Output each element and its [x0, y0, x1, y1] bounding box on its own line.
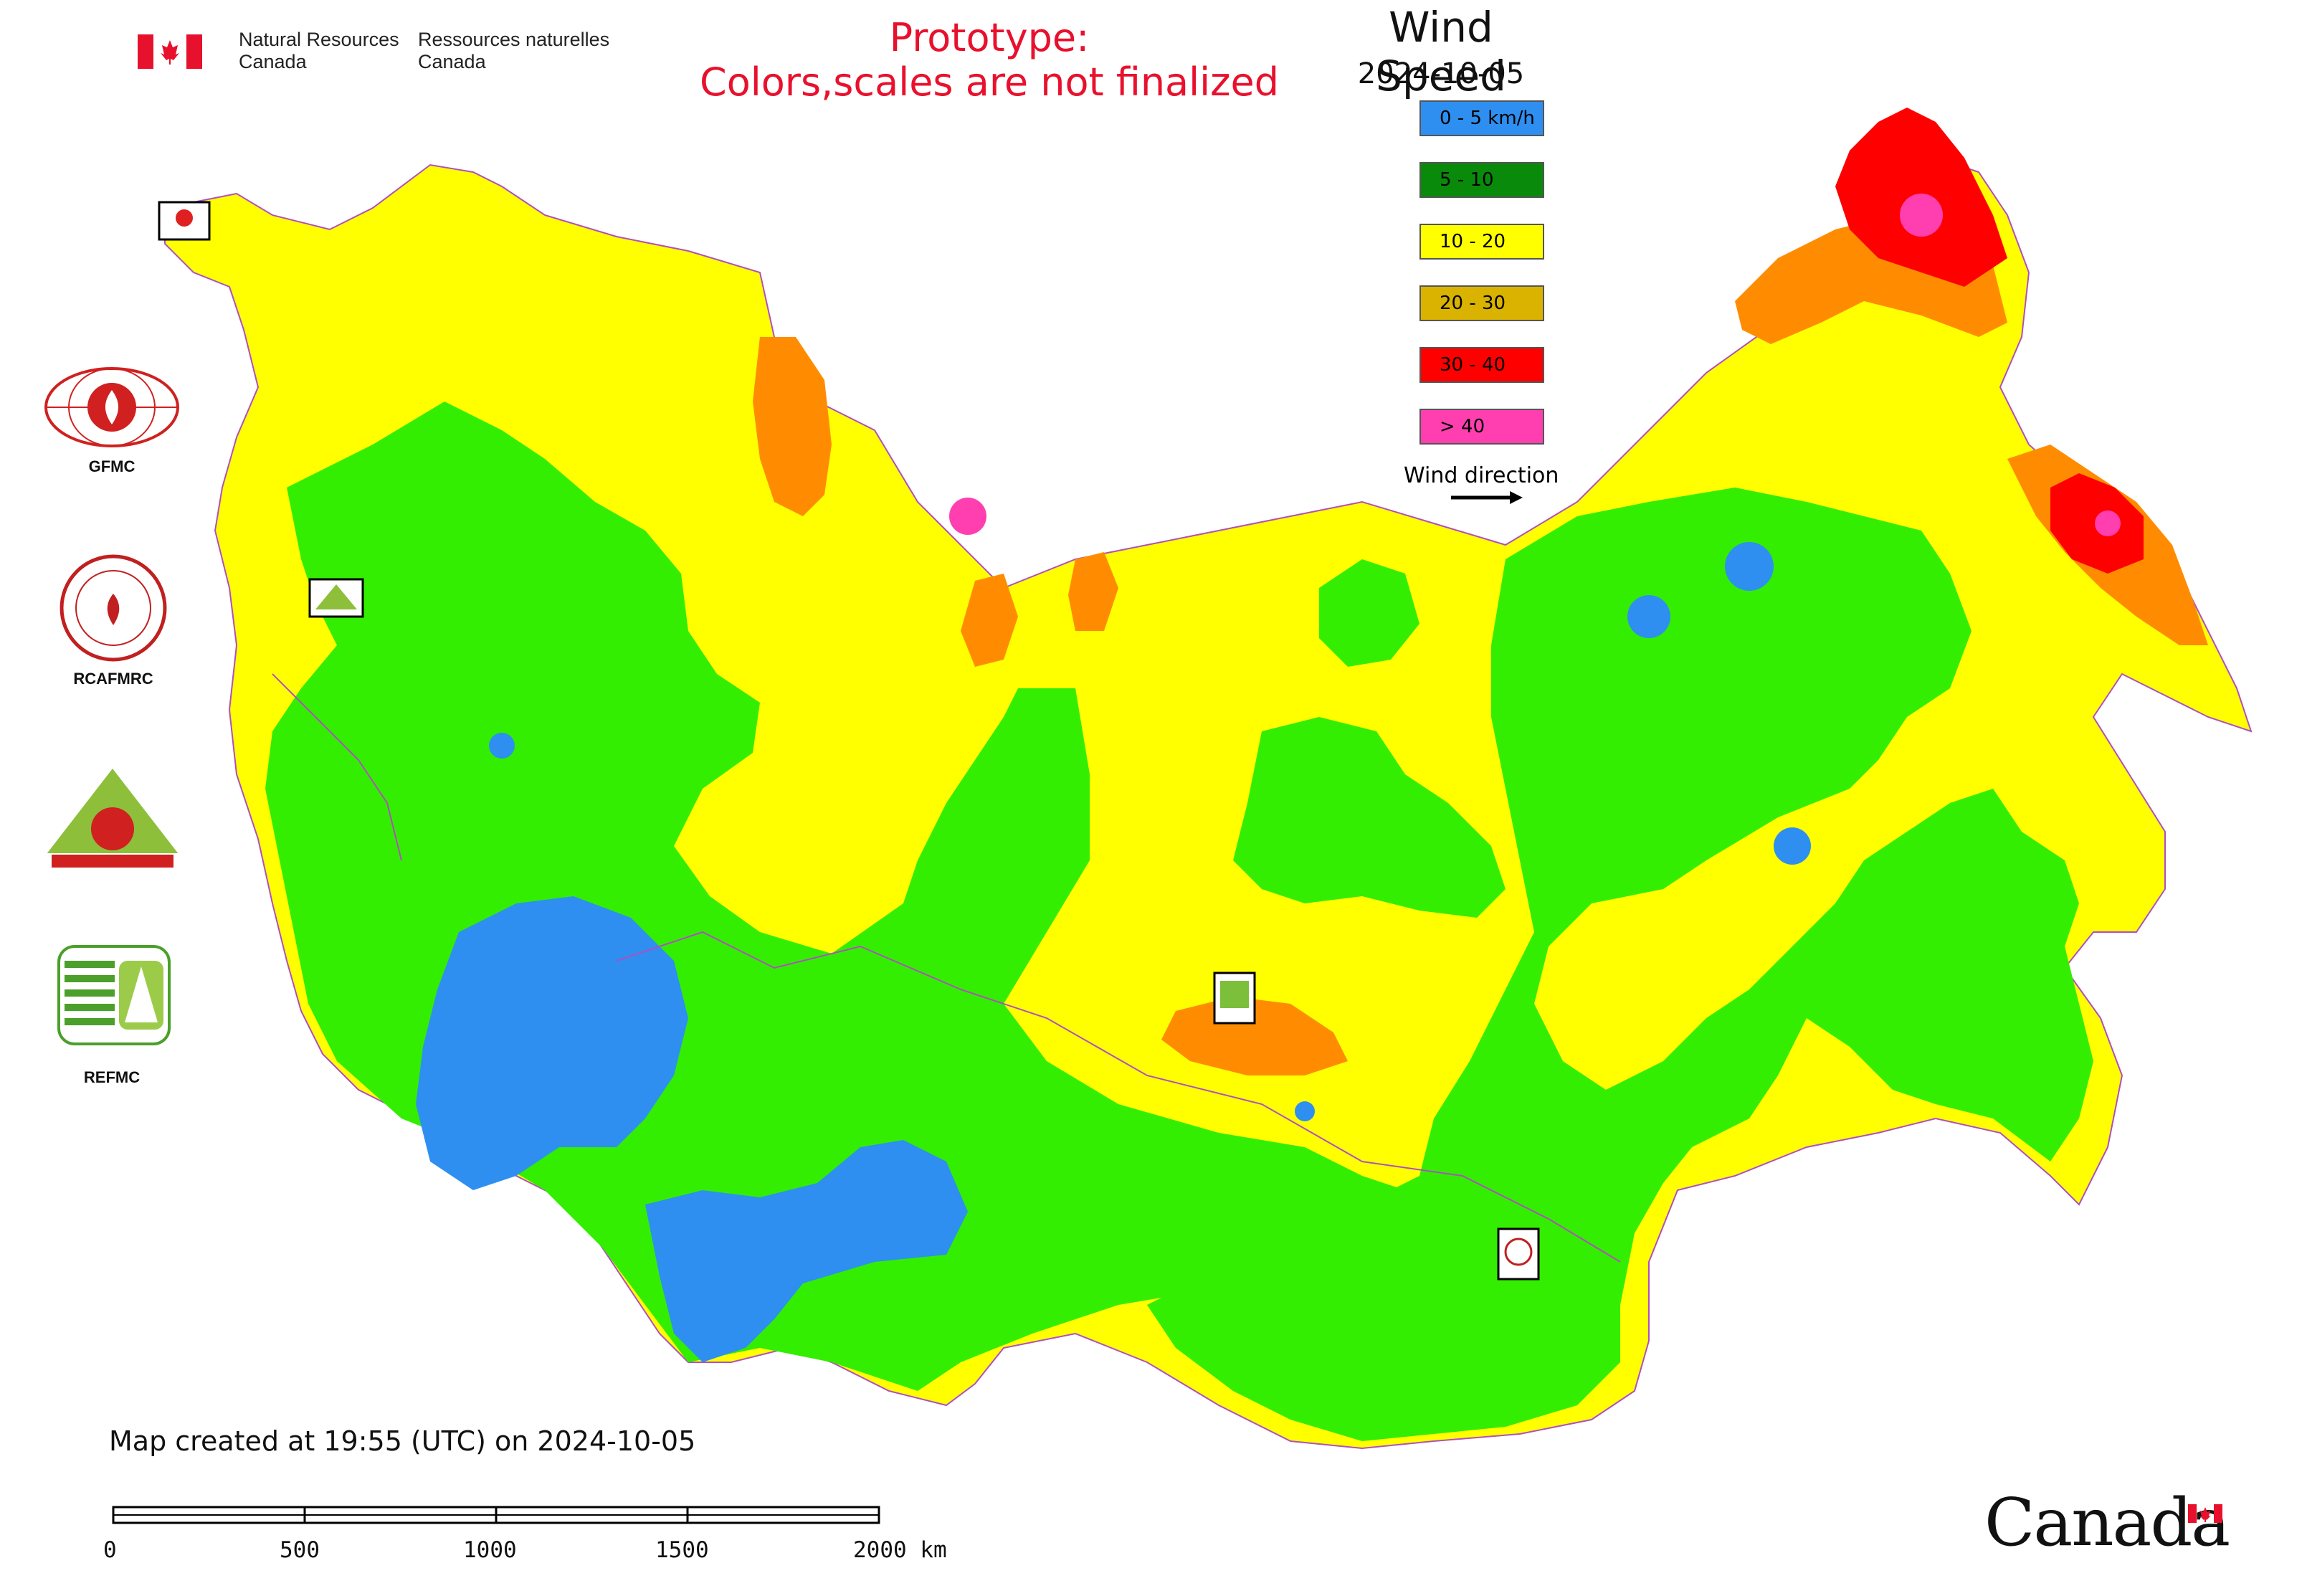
reefmc-map-marker: [308, 578, 364, 618]
calm-wind-spot: [1725, 542, 1774, 591]
light-wind-region-east: [1147, 488, 2093, 1441]
strong-wind-region-taimyr: [961, 574, 1018, 667]
legend-class-light: 5 - 10: [1419, 162, 1544, 198]
strong-wind-region-kola: [753, 337, 832, 516]
legend-class-fresh: 20 - 30: [1419, 285, 1544, 321]
map-created-note: Map created at 19:55 (UTC) on 2024-10-05: [109, 1425, 696, 1457]
gfmc-label: GFMC: [88, 457, 135, 475]
legend-class-strong: 30 - 40: [1419, 347, 1544, 383]
strong-wind-region-baikal: [1161, 997, 1348, 1075]
strong-wind-region-yamal: [1068, 552, 1118, 631]
canada-wordmark-flag-icon: [2188, 1504, 2222, 1523]
rcafmrc-label: RCAFMRC: [73, 670, 153, 688]
legend-date: 2024-10-05: [1357, 57, 1525, 90]
refmc-label: REFMC: [83, 1068, 141, 1086]
scale-tick-label: 0: [103, 1537, 117, 1563]
legend-class-calm: 0 - 5 km/h: [1419, 100, 1544, 136]
calm-wind-spot: [489, 733, 515, 759]
scale-tick-label: 1500: [655, 1537, 709, 1563]
country-border: [272, 673, 402, 861]
agency-name-fr: Ressources naturelles Canada: [418, 29, 610, 72]
calm-wind-spot: [1774, 827, 1811, 865]
extreme-wind-spot-novaya-zemlya: [949, 498, 986, 535]
light-wind-region-central: [1233, 717, 1506, 918]
country-border: [616, 931, 1621, 1263]
wind-direction-arrow-icon: [1450, 489, 1524, 506]
calm-wind-region-kazakhstan: [416, 896, 688, 1190]
calm-wind-spot: [1295, 1101, 1315, 1121]
extreme-wind-spot-kamchatka: [2095, 510, 2121, 536]
agency-name-en: Natural Resources Canada: [239, 29, 399, 72]
light-wind-region-north: [1319, 559, 1419, 667]
rcafmrc-logo-icon: [59, 554, 168, 662]
legend-class-moderate: 10 - 20: [1419, 224, 1544, 260]
wind-direction-label: Wind direction: [1404, 463, 1559, 488]
scale-tick-label: 2000 km: [853, 1537, 947, 1563]
legend-title: Wind Speed: [1376, 3, 1506, 100]
calm-wind-spot: [1627, 595, 1670, 638]
refmc-map-marker: [1213, 972, 1256, 1025]
calm-wind-region-central-asia: [645, 1140, 968, 1362]
scale-tick-label: 500: [280, 1537, 320, 1563]
gfmc-map-marker: [158, 201, 211, 241]
canada-flag-icon: [138, 34, 202, 69]
reefmc-logo-icon: [37, 766, 188, 873]
legend-class-extreme: > 40: [1419, 409, 1544, 445]
scale-tick-label: 1000: [463, 1537, 517, 1563]
extreme-wind-spot-chukotka: [1900, 194, 1943, 237]
prototype-notice: Prototype: Colors,scales are not finaliz…: [700, 15, 1279, 105]
scale-bar: [112, 1506, 882, 1526]
rcafmrc-map-marker: [1497, 1227, 1540, 1281]
refmc-logo-icon: [57, 945, 171, 1045]
gfmc-logo-icon: [42, 366, 182, 449]
